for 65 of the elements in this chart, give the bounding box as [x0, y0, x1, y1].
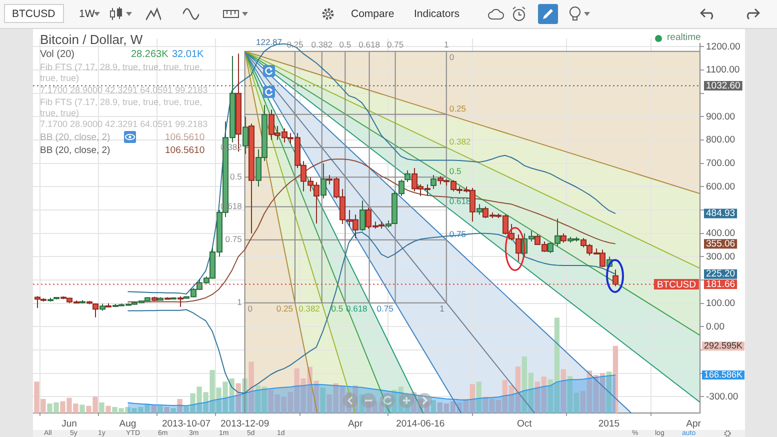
annotation: 7.1700 28.9000 42.3291 64.0591 99.2183	[40, 119, 208, 130]
annotation: Fib FTS (7.17, 28.9, true, true, true, true, true, true)	[40, 62, 204, 83]
series-label: 0.75	[387, 39, 404, 50]
series-label: 0.382	[298, 303, 320, 314]
series-label: 0.5	[449, 166, 462, 176]
series-label: 1	[444, 39, 450, 50]
y-tick-label: 181.66	[706, 278, 736, 290]
x-tick-label: Jun	[62, 418, 77, 430]
series-label: 1	[440, 303, 445, 314]
x-tick-label: Apr	[686, 418, 701, 430]
series-label: 0.5	[230, 171, 242, 182]
text: Indicators	[414, 8, 460, 20]
annotation: 106.5610	[165, 145, 205, 156]
text: BTCUSD	[12, 8, 56, 20]
series-label: 0.382	[311, 39, 333, 50]
annotation: 32.01K	[172, 49, 204, 60]
series-label: 0.75	[225, 234, 242, 244]
series-label: 0	[248, 303, 253, 314]
series-label: 0.25	[449, 103, 466, 114]
annotation: 122.87	[256, 37, 282, 47]
y-tick-label: 355.06	[706, 238, 736, 250]
annotation: BB (20, close, 2)	[40, 145, 110, 156]
x-tick-label: 2014-06-16	[396, 418, 445, 430]
y-tick-label: 800.00	[706, 134, 736, 146]
text: 1W	[79, 8, 95, 20]
y2-tick-label: 166.586K	[704, 369, 743, 380]
annotation: realtime	[665, 32, 703, 43]
y-tick-label: -300.00	[706, 391, 738, 402]
y-tick-label: 225.20	[706, 268, 736, 280]
y-tick-label: 484.93	[706, 208, 736, 220]
x-tick-label: Oct	[517, 418, 532, 430]
series-label: 0.5	[331, 303, 344, 314]
series-label: 0.382	[449, 136, 471, 147]
y-tick-label: 1032.60	[706, 80, 740, 92]
y2-tick-label: 292.595K	[704, 340, 743, 351]
y-tick-label: 1100.00	[706, 64, 740, 76]
x-tick-label: Aug	[119, 418, 136, 430]
x-tick-label: 2013-12-09	[220, 418, 270, 430]
series-label: 0.25	[276, 303, 294, 314]
series-label: 0.5	[339, 39, 352, 50]
ref-line-label: BTCUSD	[656, 279, 696, 290]
y-tick-label: 900.00	[706, 111, 736, 122]
annotation: BB (20, close, 2)	[40, 132, 110, 143]
series-label: 0.618	[358, 39, 380, 50]
annotation: 106.5610	[165, 132, 205, 143]
annotation: Vol (20)	[40, 49, 74, 60]
chart-title: Bitcoin / Dollar, W	[40, 32, 143, 47]
y-tick-label: 300.00	[706, 251, 736, 262]
y-tick-label: 0.00	[706, 321, 724, 332]
x-tick-label: Apr	[348, 418, 363, 430]
series-label: 0	[449, 52, 454, 62]
annotation: Fib FTS (7.17, 28.9, true, true, true, true, true, true)	[40, 97, 204, 118]
series-label: 1	[237, 297, 242, 308]
series-label: 0.25	[286, 39, 304, 50]
y-tick-label: 700.00	[706, 158, 736, 169]
y-tick-label: 100.00	[706, 298, 736, 309]
annotation: 28.263K	[131, 49, 168, 60]
y-tick-label: 400.00	[706, 228, 736, 239]
y-tick-label: 600.00	[706, 181, 736, 192]
text: Compare	[351, 8, 394, 20]
x-tick-label: 2013-10-07	[162, 418, 211, 430]
series-label: 0.75	[376, 303, 394, 314]
y-tick-label: 1200.00	[706, 41, 740, 52]
annotation: 7.1700 28.9000 42.3291 64.0591 99.2183	[40, 85, 208, 96]
x-tick-label: 2015	[598, 418, 620, 430]
